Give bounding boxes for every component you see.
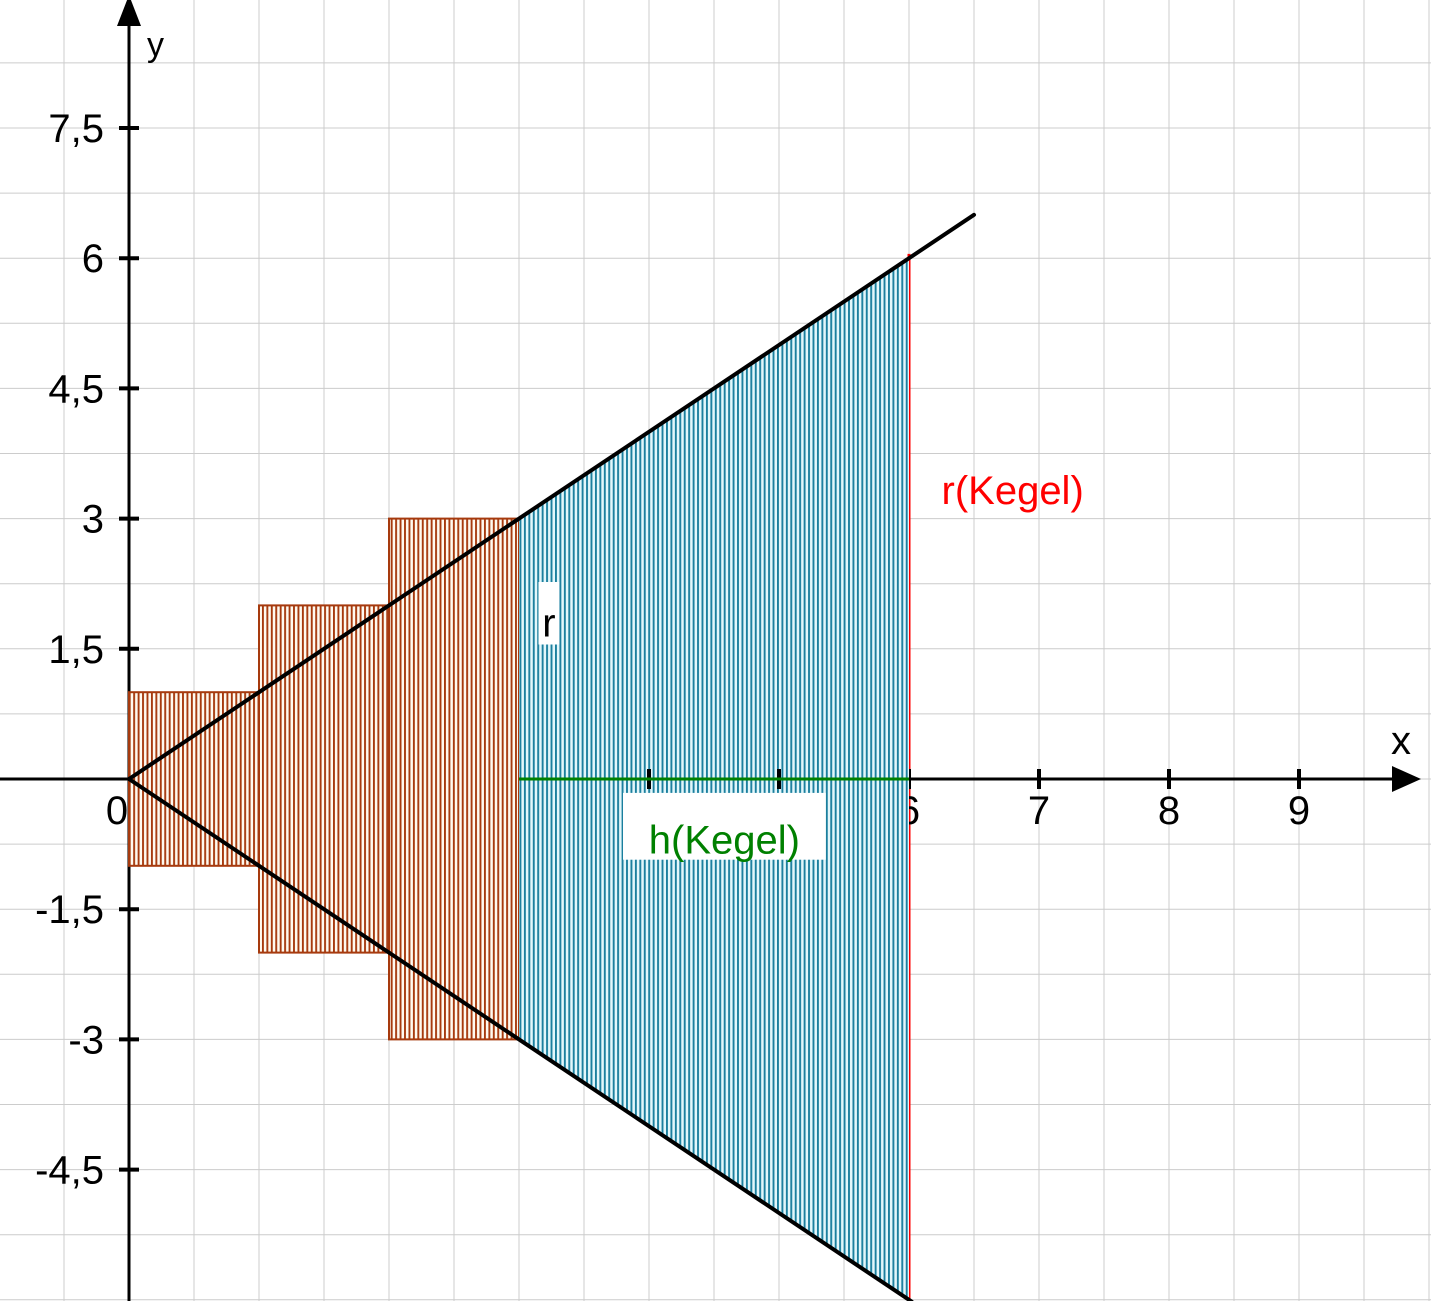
svg-text:r(Kegel): r(Kegel) <box>942 469 1084 513</box>
svg-text:r: r <box>542 602 555 646</box>
svg-text:4,5: 4,5 <box>48 367 104 411</box>
svg-text:-4,5: -4,5 <box>35 1149 104 1193</box>
svg-text:y: y <box>147 26 164 64</box>
svg-text:7,5: 7,5 <box>48 107 104 151</box>
svg-text:6: 6 <box>82 237 104 281</box>
svg-text:x: x <box>1391 719 1411 763</box>
svg-text:8: 8 <box>1158 789 1180 833</box>
svg-text:9: 9 <box>1288 789 1310 833</box>
svg-text:7: 7 <box>1028 789 1050 833</box>
svg-text:-3: -3 <box>68 1018 104 1062</box>
svg-text:0: 0 <box>106 789 128 833</box>
svg-text:h(Kegel): h(Kegel) <box>649 819 800 863</box>
svg-text:-1,5: -1,5 <box>35 888 104 932</box>
svg-text:1,5: 1,5 <box>48 628 104 672</box>
svg-text:3: 3 <box>82 498 104 542</box>
